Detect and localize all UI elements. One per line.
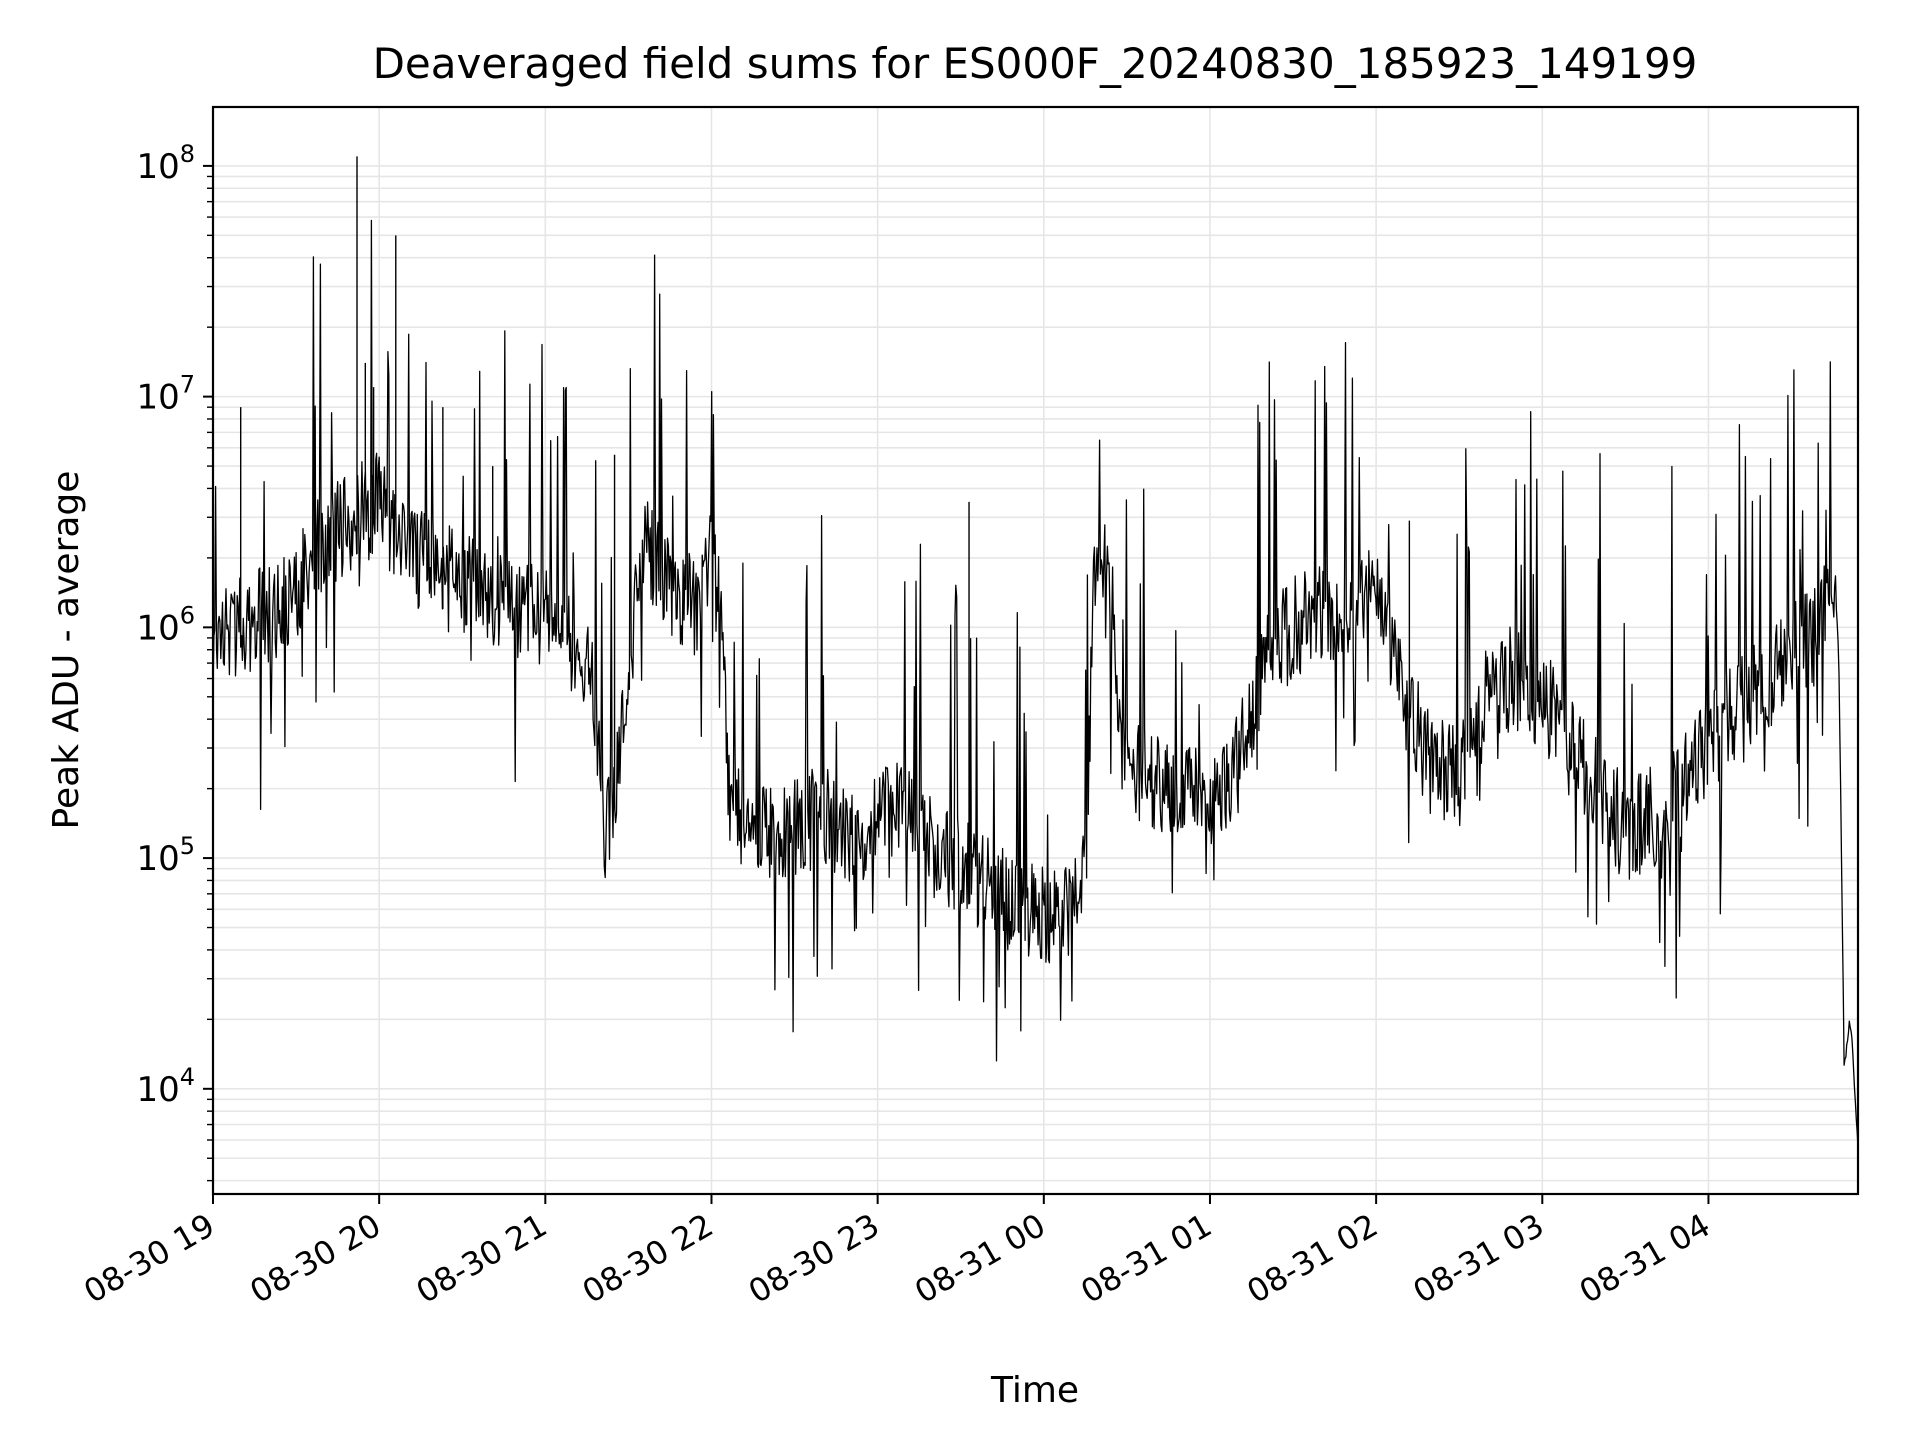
y-tick-label: 105 [136, 832, 195, 879]
chart-title: Deaveraged field sums for ES000F_2024083… [373, 39, 1698, 88]
y-axis-label: Peak ADU - average [46, 471, 87, 830]
plot-frame [211, 105, 1860, 1196]
y-tick-label: 106 [136, 601, 195, 648]
series-line [212, 219, 1859, 1147]
y-axis: 104 105 106 107 108 [136, 140, 213, 1182]
x-axis-label: Time [990, 1370, 1079, 1411]
y-tick-label: 108 [136, 140, 195, 187]
series-layer [212, 156, 1859, 1147]
y-tick-label: 107 [136, 371, 195, 418]
y-tick-label: 104 [136, 1063, 195, 1110]
